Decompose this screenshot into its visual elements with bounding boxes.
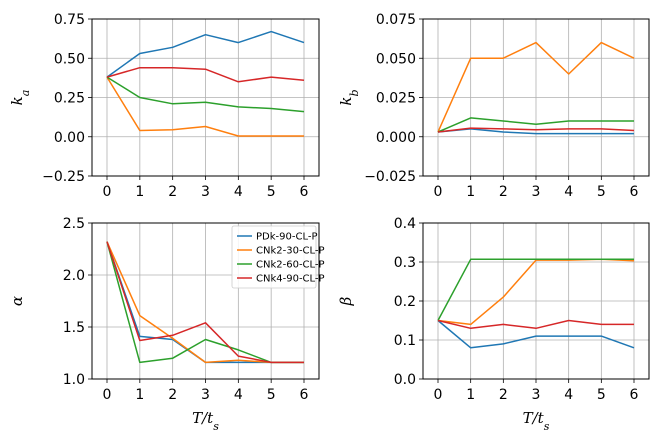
x-tick-label: 6 — [630, 184, 639, 200]
series-line-CNk2-30-CL-P — [106, 76, 304, 137]
y-axis-label: β — [337, 296, 355, 306]
series-line-PDk-90-CL-P — [106, 30, 305, 78]
y-tick-label: 0.3 — [394, 255, 416, 271]
y-tick-label: 0.000 — [376, 130, 416, 146]
x-tick-label: 2 — [168, 387, 177, 403]
y-tick-label: 0.2 — [394, 294, 416, 310]
x-tick-label: 0 — [103, 387, 112, 403]
y-tick-label: 0.00 — [54, 130, 85, 146]
x-tick-label: 3 — [201, 387, 210, 403]
y-axis-label: ka — [8, 90, 32, 106]
series-line-CNk2-60-CL-P — [437, 117, 634, 133]
y-axis-label: α — [8, 296, 26, 306]
legend: PDk-90-CL-P CNk2-30-CL-P CNk2-60-CL-P CNk4-… — [231, 225, 325, 289]
y-tick-label: 0.1 — [394, 333, 416, 349]
y-tick-label: −0.25 — [42, 169, 85, 185]
x-tick-label: 4 — [234, 184, 243, 200]
y-tick-label: −0.025 — [364, 169, 416, 185]
y-tick-label: 1.5 — [63, 320, 85, 336]
subplot-3: 0 1 2 3 4 5 6 1.0 1.5 2.0 2.5 α T/ts PDk-90-CL-P CNk2-… — [8, 216, 325, 433]
y-tick-label: 2.0 — [63, 268, 85, 284]
x-tick-label: 4 — [564, 184, 573, 200]
x-tick-label: 0 — [434, 387, 443, 403]
x-tick-label: 3 — [532, 387, 541, 403]
x-tick-label: 6 — [630, 387, 639, 403]
x-tick-label: 3 — [532, 184, 541, 200]
y-tick-label: 0.025 — [376, 91, 416, 107]
x-tick-label: 2 — [168, 184, 177, 200]
x-tick-label: 5 — [267, 184, 276, 200]
legend-label: CNk4-90-CL-P — [256, 274, 325, 285]
x-tick-label: 4 — [234, 387, 243, 403]
y-tick-label: 0.050 — [376, 51, 416, 67]
x-axis-label: T/ts — [523, 409, 550, 433]
series-line-PDk-90-CL-P — [437, 319, 635, 349]
x-tick-label: 1 — [135, 387, 144, 403]
x-tick-label: 6 — [300, 184, 309, 200]
series-line-CNk4-90-CL-P — [437, 127, 635, 133]
x-tick-label: 6 — [300, 387, 309, 403]
y-tick-label: 1.0 — [63, 372, 85, 388]
x-tick-label: 1 — [466, 387, 475, 403]
x-tick-label: 2 — [499, 184, 508, 200]
series-line-CNk4-90-CL-P — [437, 319, 634, 330]
x-tick-label: 4 — [564, 387, 573, 403]
subplot-2: 0 1 2 3 4 5 6 −0.025 0.000 0.025 0.050 0.075 kb — [337, 12, 650, 200]
legend-box — [231, 225, 317, 289]
y-axis-label: kb — [337, 89, 361, 105]
legend-label: PDk-90-CL-P — [256, 232, 317, 243]
subplot-4: 0 1 2 3 4 5 6 0.0 0.1 0.2 0.3 0.4 β T/ts — [337, 216, 650, 433]
series-line-CNk2-60-CL-P — [437, 258, 634, 321]
legend-label: CNk2-30-CL-P — [256, 246, 325, 257]
x-tick-label: 0 — [103, 184, 112, 200]
series-line-CNk2-30-CL-P — [437, 41, 635, 133]
x-tick-label: 0 — [434, 184, 443, 200]
x-tick-label: 5 — [267, 387, 276, 403]
x-tick-label: 2 — [499, 387, 508, 403]
x-tick-label: 3 — [201, 184, 210, 200]
y-tick-label: 0.0 — [394, 372, 416, 388]
series-line-CNk4-90-CL-P — [106, 66, 305, 83]
series-line-PDk-90-CL-P — [437, 128, 634, 135]
y-tick-label: 0.075 — [376, 12, 416, 28]
y-tick-label: 0.50 — [54, 51, 85, 67]
legend-label: CNk2-60-CL-P — [256, 260, 325, 271]
y-tick-label: 0.25 — [54, 91, 85, 107]
x-tick-label: 1 — [466, 184, 475, 200]
y-tick-label: 0.75 — [54, 12, 85, 28]
series-line-CNk2-60-CL-P — [106, 76, 305, 113]
series-line-CNk4-90-CL-P — [106, 241, 304, 364]
y-tick-label: 0.4 — [394, 216, 416, 232]
x-tick-label: 1 — [135, 184, 144, 200]
y-tick-label: 2.5 — [63, 216, 85, 232]
x-axis-label: T/ts — [192, 409, 219, 433]
subplot-1: 0 1 2 3 4 5 6 −0.25 0.00 0.25 0.50 0.75 ka — [8, 12, 320, 200]
x-tick-label: 5 — [597, 184, 606, 200]
x-tick-label: 5 — [597, 387, 606, 403]
